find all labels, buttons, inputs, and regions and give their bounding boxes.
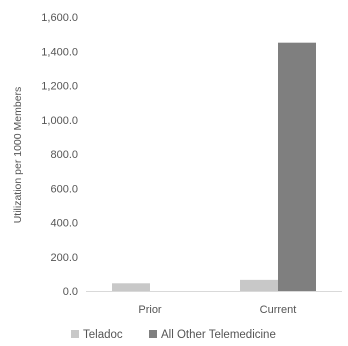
x-category-label: Prior — [138, 304, 162, 316]
x-category-label: Current — [260, 304, 297, 316]
legend-label: All Other Telemedicine — [161, 329, 276, 341]
bar — [112, 283, 150, 291]
y-tick-label: 0.0 — [63, 286, 78, 298]
legend-label: Teladoc — [83, 329, 123, 341]
bar — [240, 279, 278, 291]
y-tick-label: 1,400.0 — [41, 46, 78, 58]
x-axis-labels: Prior Current — [138, 304, 296, 316]
y-tick-label: 600.0 — [50, 183, 78, 195]
y-tick-label: 200.0 — [50, 252, 78, 264]
y-axis-ticks: 0.0 200.0 400.0 600.0 800.0 1,000.0 1,200.0 1,4… — [41, 12, 78, 298]
legend-swatch — [149, 330, 157, 338]
bar — [278, 42, 316, 291]
y-axis-title: Utilization per 1000 Members — [12, 87, 24, 224]
y-tick-label: 800.0 — [50, 149, 78, 161]
y-tick-label: 400.0 — [50, 218, 78, 230]
legend-swatch — [71, 330, 79, 338]
y-tick-label: 1,200.0 — [41, 81, 78, 93]
legend: Teladoc All Other Telemedicine — [71, 329, 276, 341]
y-tick-label: 1,600.0 — [41, 12, 78, 24]
y-tick-label: 1,000.0 — [41, 115, 78, 127]
bars — [112, 42, 316, 291]
